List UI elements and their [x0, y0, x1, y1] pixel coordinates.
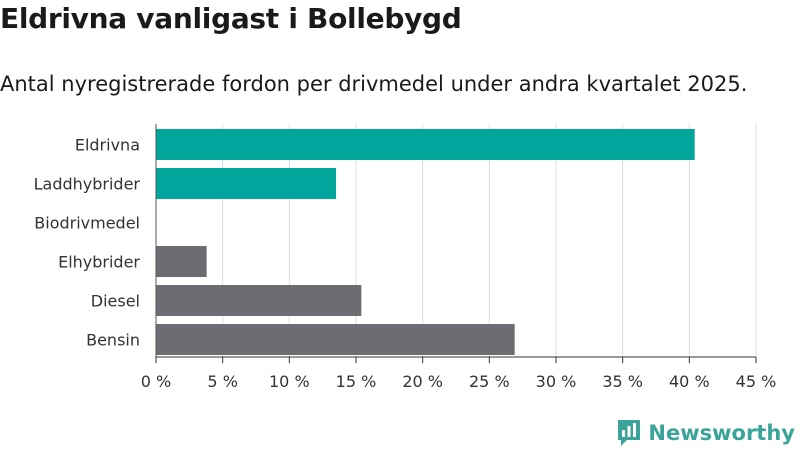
chart-subtitle: Antal nyregistrerade fordon per drivmede… [0, 72, 748, 96]
brand-name: Newsworthy [648, 421, 795, 445]
chart-title: Eldrivna vanligast i Bollebygd [0, 2, 462, 35]
x-tick-label-0: 0 % [141, 372, 171, 391]
category-label-2: Biodrivmedel [34, 214, 140, 233]
category-label-4: Diesel [91, 292, 140, 311]
category-label-5: Bensin [86, 331, 140, 350]
x-tick-label-1: 5 % [207, 372, 237, 391]
x-tick-label-8: 40 % [669, 372, 710, 391]
newsworthy-logo-icon [618, 420, 641, 446]
x-tick-label-6: 30 % [536, 372, 577, 391]
bar-3 [156, 246, 207, 277]
x-tick-label-9: 45 % [736, 372, 777, 391]
x-tick-label-3: 15 % [336, 372, 377, 391]
category-label-1: Laddhybrider [34, 175, 141, 194]
category-label-0: Eldrivna [75, 136, 140, 155]
x-tick-label-4: 20 % [402, 372, 443, 391]
x-tick-label-2: 10 % [269, 372, 310, 391]
bar-4 [156, 285, 362, 316]
bar-5 [156, 324, 515, 355]
x-tick-label-5: 25 % [469, 372, 510, 391]
category-label-3: Elhybrider [58, 253, 140, 272]
x-tick-label-7: 35 % [602, 372, 643, 391]
bar-0 [156, 129, 695, 160]
brand-logo: Newsworthy [616, 418, 795, 448]
bar-1 [156, 168, 336, 199]
